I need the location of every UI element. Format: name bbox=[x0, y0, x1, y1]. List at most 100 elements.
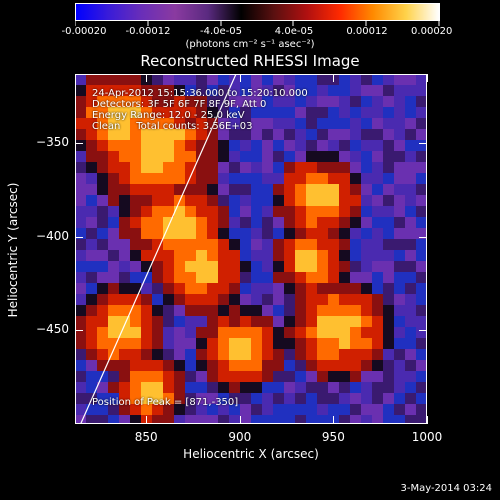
image-pixel bbox=[372, 327, 383, 338]
image-pixel bbox=[218, 349, 229, 360]
image-pixel bbox=[372, 338, 383, 349]
colorbar-tick-label: 4.0e-05 bbox=[274, 26, 314, 37]
image-pixel bbox=[273, 162, 284, 173]
image-pixel bbox=[383, 305, 394, 316]
image-pixel bbox=[350, 85, 361, 96]
image-pixel bbox=[174, 338, 185, 349]
image-pixel bbox=[141, 349, 152, 360]
image-pixel bbox=[97, 283, 108, 294]
image-pixel bbox=[185, 107, 196, 118]
image-pixel bbox=[97, 173, 108, 184]
image-pixel bbox=[295, 404, 306, 415]
image-pixel bbox=[317, 371, 328, 382]
image-pixel bbox=[152, 239, 163, 250]
image-pixel bbox=[152, 327, 163, 338]
image-pixel bbox=[207, 316, 218, 327]
image-pixel bbox=[306, 118, 317, 129]
image-pixel bbox=[350, 316, 361, 327]
image-pixel bbox=[383, 228, 394, 239]
image-pixel bbox=[141, 261, 152, 272]
image-pixel bbox=[152, 228, 163, 239]
image-pixel bbox=[339, 327, 350, 338]
image-pixel bbox=[284, 349, 295, 360]
image-pixel bbox=[328, 316, 339, 327]
image-pixel bbox=[108, 129, 119, 140]
image-pixel bbox=[361, 371, 372, 382]
image-pixel bbox=[317, 404, 328, 415]
image-pixel bbox=[295, 151, 306, 162]
image-pixel bbox=[317, 118, 328, 129]
image-pixel bbox=[75, 96, 86, 107]
image-pixel bbox=[405, 283, 416, 294]
image-pixel bbox=[339, 349, 350, 360]
image-pixel bbox=[405, 382, 416, 393]
image-pixel bbox=[229, 283, 240, 294]
image-pixel bbox=[295, 195, 306, 206]
image-pixel bbox=[394, 382, 405, 393]
image-pixel bbox=[383, 239, 394, 250]
image-pixel bbox=[361, 316, 372, 327]
image-pixel bbox=[416, 360, 427, 371]
image-pixel bbox=[174, 382, 185, 393]
image-pixel bbox=[207, 272, 218, 283]
image-pixel bbox=[130, 162, 141, 173]
image-pixel bbox=[251, 316, 262, 327]
image-pixel bbox=[86, 184, 97, 195]
image-pixel bbox=[416, 206, 427, 217]
image-pixel bbox=[86, 327, 97, 338]
image-pixel bbox=[185, 85, 196, 96]
image-pixel bbox=[229, 272, 240, 283]
image-pixel bbox=[416, 272, 427, 283]
image-pixel bbox=[328, 283, 339, 294]
image-pixel bbox=[185, 173, 196, 184]
image-pixel bbox=[97, 404, 108, 415]
image-pixel bbox=[295, 382, 306, 393]
image-pixel bbox=[372, 85, 383, 96]
image-pixel bbox=[383, 261, 394, 272]
image-pixel bbox=[240, 294, 251, 305]
image-pixel bbox=[108, 415, 119, 424]
image-pixel bbox=[328, 217, 339, 228]
image-pixel bbox=[152, 272, 163, 283]
image-pixel bbox=[273, 74, 284, 85]
image-pixel bbox=[284, 85, 295, 96]
image-pixel bbox=[229, 261, 240, 272]
image-pixel bbox=[152, 151, 163, 162]
image-pixel bbox=[262, 316, 273, 327]
image-pixel bbox=[207, 239, 218, 250]
image-pixel bbox=[97, 217, 108, 228]
image-pixel bbox=[251, 129, 262, 140]
image-pixel bbox=[306, 327, 317, 338]
image-pixel bbox=[328, 107, 339, 118]
image-pixel bbox=[207, 382, 218, 393]
image-pixel bbox=[295, 250, 306, 261]
image-pixel bbox=[317, 316, 328, 327]
image-pixel bbox=[339, 173, 350, 184]
image-pixel bbox=[141, 107, 152, 118]
image-pixel bbox=[262, 415, 273, 424]
image-pixel bbox=[240, 371, 251, 382]
image-pixel bbox=[306, 217, 317, 228]
image-pixel bbox=[185, 272, 196, 283]
image-pixel bbox=[350, 283, 361, 294]
y-tick-mark bbox=[419, 330, 427, 332]
image-pixel bbox=[119, 129, 130, 140]
image-pixel bbox=[273, 261, 284, 272]
image-pixel bbox=[108, 239, 119, 250]
image-pixel bbox=[75, 327, 86, 338]
image-pixel bbox=[328, 250, 339, 261]
image-pixel bbox=[295, 316, 306, 327]
image-pixel bbox=[372, 195, 383, 206]
image-pixel bbox=[394, 404, 405, 415]
image-pixel bbox=[174, 393, 185, 404]
image-pixel bbox=[130, 228, 141, 239]
image-pixel bbox=[185, 118, 196, 129]
image-pixel bbox=[273, 316, 284, 327]
image-pixel bbox=[97, 349, 108, 360]
image-pixel bbox=[185, 316, 196, 327]
image-pixel bbox=[262, 404, 273, 415]
image-pixel bbox=[306, 338, 317, 349]
image-pixel bbox=[108, 393, 119, 404]
image-pixel bbox=[251, 338, 262, 349]
image-pixel bbox=[317, 250, 328, 261]
